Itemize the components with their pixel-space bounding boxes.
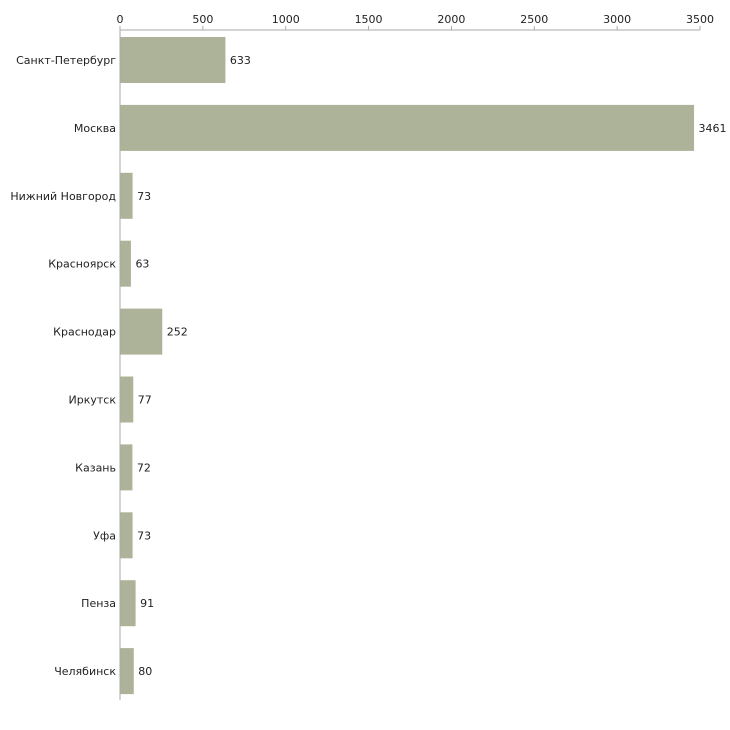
data-label: 3461	[699, 122, 727, 135]
x-tick-label: 2500	[520, 13, 548, 26]
category-label: Уфа	[93, 529, 116, 542]
bar	[120, 172, 133, 219]
bar	[120, 240, 131, 287]
data-label: 91	[140, 597, 154, 610]
bar	[120, 37, 226, 83]
x-tick-label: 2000	[437, 13, 465, 26]
data-label: 63	[135, 258, 149, 271]
x-tick-label: 500	[192, 13, 213, 26]
bar	[120, 512, 133, 559]
x-tick-label: 1000	[272, 13, 300, 26]
bar	[120, 444, 133, 491]
x-tick-label: 3000	[603, 13, 631, 26]
x-axis: 0 500 1000 1500 2000 2500 3000 3500	[117, 13, 714, 700]
category-label: Иркутск	[69, 394, 117, 407]
category-label: Москва	[74, 122, 116, 135]
data-label: 73	[137, 190, 151, 203]
data-label: 73	[137, 529, 151, 542]
bars	[120, 37, 695, 695]
category-label: Санкт-Петербург	[16, 54, 116, 67]
data-label: 77	[138, 394, 152, 407]
category-label: Нижний Новгород	[10, 190, 116, 203]
category-label: Казань	[75, 461, 116, 474]
labels: Санкт-Петербург 633 Москва 3461 Нижний Новго…	[10, 54, 726, 678]
bar	[120, 308, 163, 355]
data-label: 633	[230, 54, 251, 67]
bar	[120, 580, 136, 627]
data-label: 72	[137, 461, 151, 474]
x-tick-label: 3500	[686, 13, 714, 26]
category-label: Красноярск	[48, 258, 116, 271]
x-tick-label: 1500	[355, 13, 383, 26]
x-tick-label: 0	[117, 13, 124, 26]
bar	[120, 648, 134, 695]
data-label: 80	[138, 665, 152, 678]
category-label: Челябинск	[54, 665, 116, 678]
data-label: 252	[167, 326, 188, 339]
bar	[120, 376, 134, 423]
bar	[120, 104, 695, 151]
category-label: Краснодар	[53, 326, 116, 339]
category-label: Пенза	[81, 597, 116, 610]
